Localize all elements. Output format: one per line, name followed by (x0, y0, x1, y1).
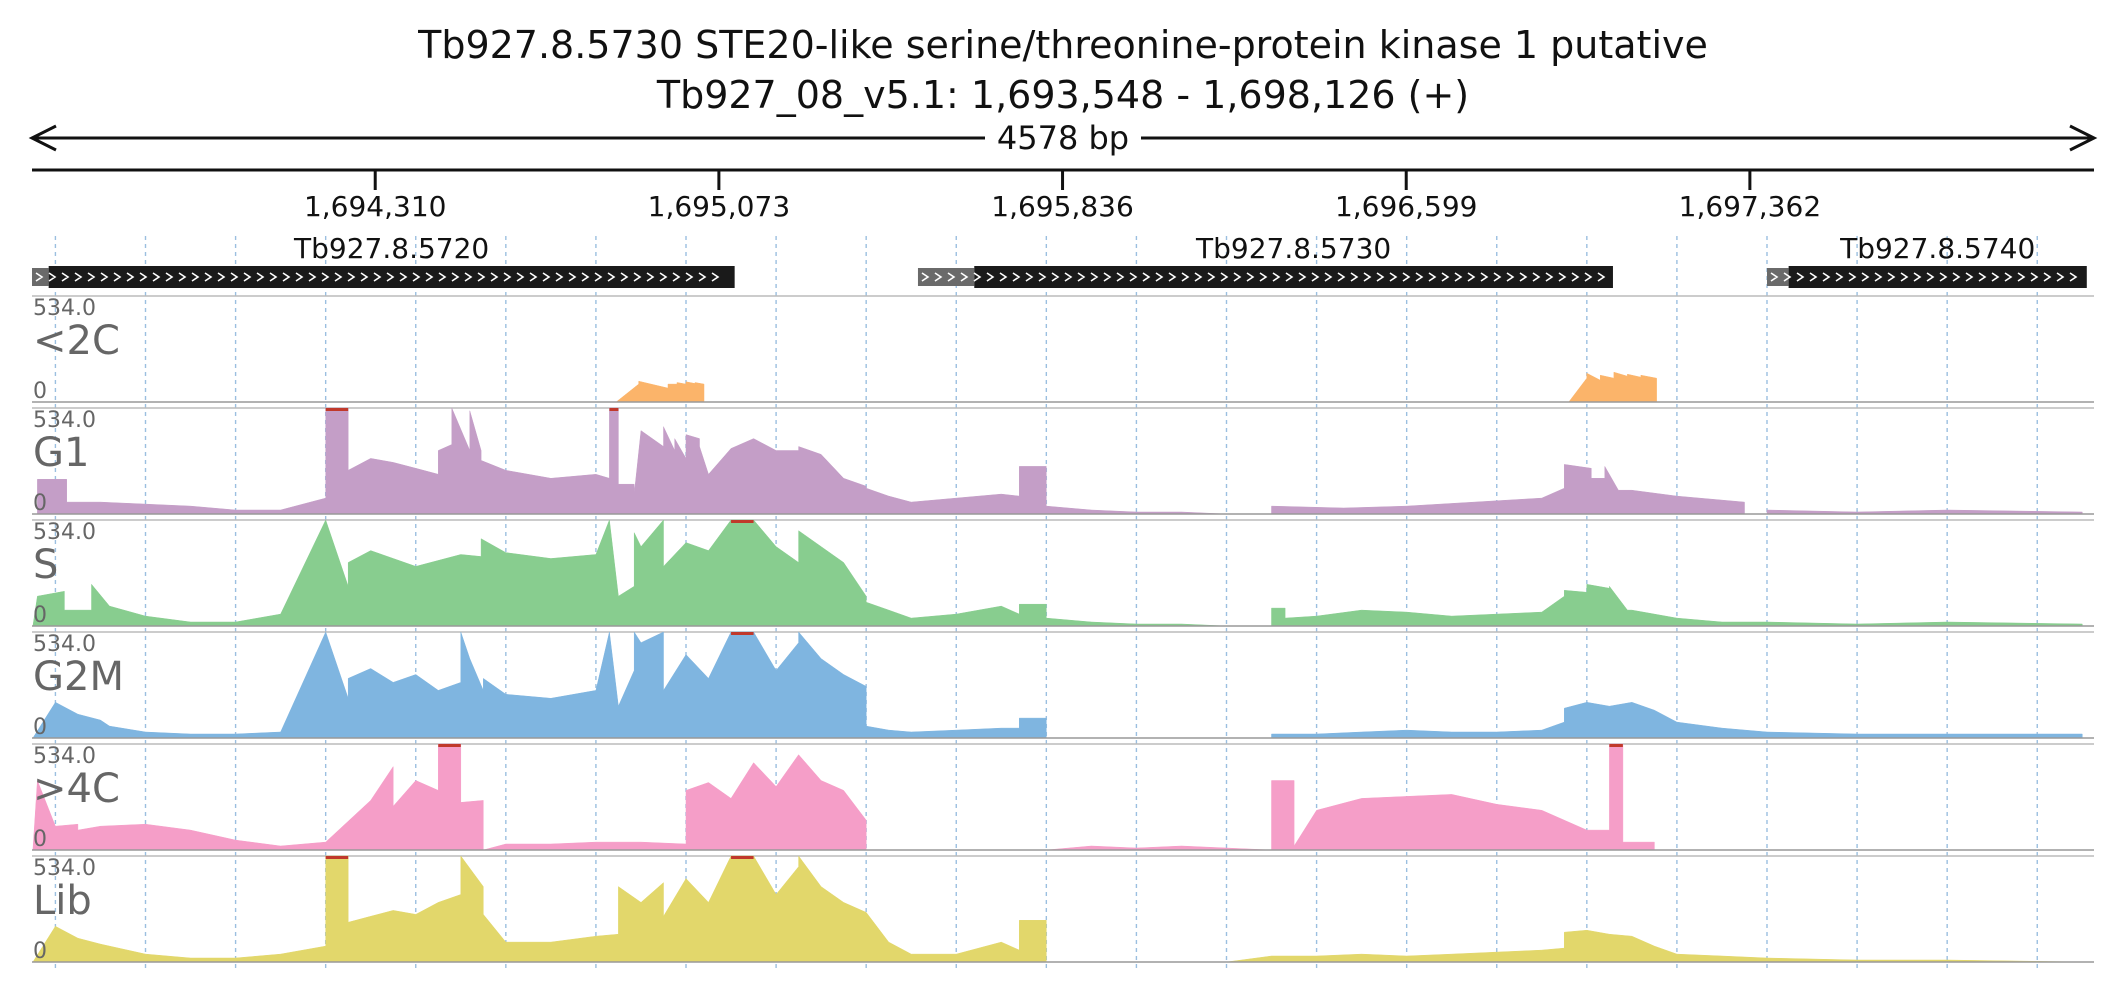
figure-title: Tb927.8.5730 STE20-like serine/threonine… (417, 23, 1708, 67)
clip-marker (325, 856, 349, 859)
coverage-tracks: 534.00<2C534.00G1534.00S534.00G2M534.00>… (32, 295, 2094, 964)
x-tick-label: 1,696,599 (1335, 190, 1478, 223)
track-max-label: 534.0 (33, 856, 96, 881)
track-max-label: 534.0 (33, 520, 96, 545)
track-name: >4C (33, 766, 120, 812)
track-max-label: 534.0 (33, 296, 96, 321)
track-max-label: 534.0 (33, 744, 96, 769)
coverage-area (32, 743, 2083, 851)
gene-models: Tb927.8.5720 Tb927.8.5730 Tb927.8.5740 (32, 232, 2087, 288)
clip-marker (1609, 744, 1623, 747)
gene-model[interactable]: Tb927.8.5740 (1766, 232, 2087, 288)
track-min-label: 0 (33, 939, 47, 964)
track-max-label: 534.0 (33, 408, 96, 433)
strand-arrows (1770, 272, 2078, 282)
coverage-area (615, 380, 705, 403)
clip-marker (609, 408, 619, 411)
x-tick-label: 1,694,310 (304, 190, 447, 223)
gene-label: Tb927.8.5730 (1195, 232, 1391, 265)
span-label: 4578 bp (997, 119, 1129, 157)
gene-utr (917, 268, 975, 286)
coverage-track: 534.0 0 S (32, 519, 2094, 628)
strand-arrows (921, 272, 1606, 282)
clip-marker (731, 520, 754, 523)
strand-arrows (35, 272, 720, 282)
coverage-track: 534.0 0 G1 (32, 407, 2094, 516)
figure-location: Tb927_08_v5.1: 1,693,548 - 1,698,126 (+) (656, 73, 1469, 117)
track-min-label: 0 (33, 827, 47, 852)
x-tick-label: 1,697,362 (1679, 190, 1822, 223)
coverage-area (32, 631, 2083, 739)
x-tick-label: 1,695,836 (991, 190, 1134, 223)
coverage-track: 534.0 0 >4C (32, 743, 2094, 852)
track-name: Lib (33, 878, 92, 924)
gene-label: Tb927.8.5720 (293, 232, 489, 265)
track-min-label: 0 (33, 491, 47, 516)
gene-cds (1788, 266, 2087, 288)
gene-utr (32, 268, 49, 286)
x-tick-label: 1,695,073 (648, 190, 791, 223)
clip-marker (438, 744, 461, 747)
track-name: S (33, 542, 58, 588)
coverage-track: 534.0 0 Lib (32, 855, 2094, 964)
gene-cds (974, 266, 1613, 288)
track-min-label: 0 (33, 603, 47, 628)
clip-marker (325, 408, 349, 411)
track-min-label: 0 (33, 715, 47, 740)
track-name: <2C (33, 318, 120, 364)
track-min-label: 0 (33, 379, 47, 404)
coverage-track: 534.0 0 <2C (32, 295, 2094, 404)
coverage-area (1568, 371, 1657, 403)
coverage-area (32, 855, 2083, 963)
clip-marker (731, 856, 754, 859)
coverage-track: 534.0 0 G2M (32, 631, 2094, 740)
clip-marker (731, 632, 754, 635)
gene-label: Tb927.8.5740 (1839, 232, 2035, 265)
gene-model[interactable]: Tb927.8.5720 (32, 232, 735, 288)
axis-ticks: 1,694,310 1,695,073 1,695,836 1,696,599 1,69… (304, 170, 1821, 223)
track-name: G2M (33, 654, 124, 700)
span-arrow (28, 120, 2098, 156)
coverage-area (32, 519, 2083, 627)
gene-model[interactable]: Tb927.8.5730 (917, 232, 1613, 288)
track-max-label: 534.0 (33, 632, 96, 657)
track-name: G1 (33, 430, 89, 476)
coverage-area (32, 407, 2083, 515)
